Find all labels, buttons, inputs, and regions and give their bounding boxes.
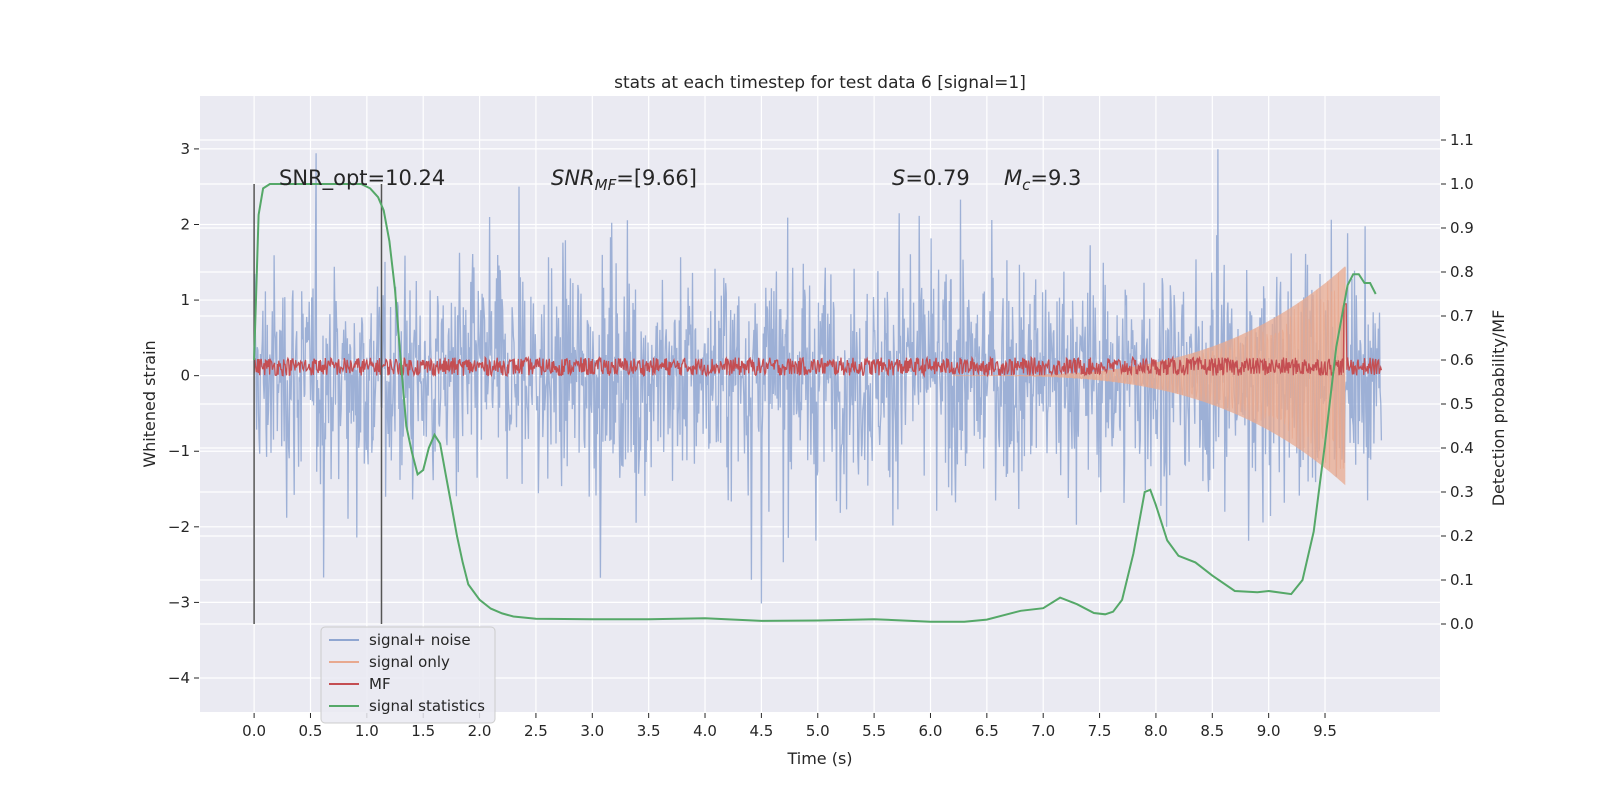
y-left-tick-label: −3 [168,593,190,611]
annotation-snr-mf: SNRMF=[9.66] [551,166,697,194]
x-tick-label: 1.0 [355,722,379,740]
y-right-tick-label: 0.1 [1450,571,1474,589]
y-left-tick-label: −1 [168,442,190,460]
annotation-mc-base: M [1004,166,1022,190]
x-tick-label: 8.5 [1200,722,1224,740]
y-axis-right-ticks: 1.1 1.0 0.9 0.8 0.7 0.6 0.5 0.4 0.3 0.2 0.1 0.0 [1441,131,1474,633]
y-axis-left-label: Whitened strain [140,340,159,467]
x-tick-label: 6.0 [919,722,943,740]
x-tick-label: 2.0 [468,722,492,740]
annotation-mc-sub: c [1022,176,1031,194]
annotation-s-base: S [892,166,905,190]
plot-content [253,149,1383,624]
annotation-snr-mf-value: =[9.66] [616,166,697,190]
x-tick-label: 6.5 [975,722,999,740]
x-tick-label: 8.0 [1144,722,1168,740]
x-tick-label: 4.5 [749,722,773,740]
x-tick-label: 3.0 [580,722,604,740]
x-tick-label: 9.0 [1257,722,1281,740]
x-axis-label: Time (s) [786,749,852,768]
x-tick-label: 3.5 [637,722,661,740]
x-tick-label: 1.5 [411,722,435,740]
y-right-tick-label: 1.0 [1450,175,1474,193]
x-tick-label: 0.0 [242,722,266,740]
y-right-tick-label: 0.6 [1450,351,1474,369]
legend-label: signal+ noise [369,631,471,649]
y-left-tick-label: 3 [180,140,190,158]
y-axis-left-ticks: 3 2 1 0 −1 −2 −3 −4 [168,140,199,687]
y-right-tick-label: 0.3 [1450,483,1474,501]
x-axis-ticks: 0.0 0.5 1.0 1.5 2.0 2.5 3.0 3.5 4.0 4.5 5.0 5.5 6.0 6… [242,713,1337,740]
y-right-tick-label: 1.1 [1450,131,1474,149]
x-tick-label: 0.5 [299,722,323,740]
annotation-snr-mf-base: SNR [551,166,595,190]
x-tick-label: 7.5 [1088,722,1112,740]
x-tick-label: 7.0 [1031,722,1055,740]
y-right-tick-label: 0.0 [1450,615,1474,633]
legend-frame [320,626,496,724]
annotation-s: S=0.79 [892,166,970,190]
chart-title: stats at each timestep for test data 6 [… [614,73,1026,93]
annotation-snr-mf-sub: MF [595,176,617,194]
x-tick-label: 9.5 [1313,722,1337,740]
annotation-snr-opt: SNR_opt=10.24 [279,166,445,191]
y-left-tick-label: −4 [168,669,190,687]
y-right-tick-label: 0.4 [1450,439,1474,457]
x-tick-label: 5.0 [806,722,830,740]
y-left-tick-label: 1 [180,291,190,309]
series-signal-only [953,267,1346,476]
y-left-tick-label: −2 [168,518,190,536]
legend-label: signal only [369,653,450,671]
x-tick-label: 4.0 [693,722,717,740]
annotation-s-value: =0.79 [905,166,969,190]
annotation-mc-value: =9.3 [1030,166,1081,190]
annotation-mc: Mc=9.3 [1004,166,1081,194]
y-right-tick-label: 0.9 [1450,219,1474,237]
x-tick-label: 5.5 [862,722,886,740]
y-right-tick-label: 0.5 [1450,395,1474,413]
series-signal-only-envelope [953,266,1346,486]
x-tick-label: 2.5 [524,722,548,740]
legend-label: MF [369,675,391,693]
y-left-tick-label: 0 [180,367,190,385]
series-mf [253,303,1383,379]
y-right-tick-label: 0.2 [1450,527,1474,545]
legend: signal+ noise signal only MF signal statist… [320,626,496,724]
legend-label: signal statistics [369,697,485,715]
marker-lines [253,184,383,624]
y-right-tick-label: 0.7 [1450,307,1474,325]
y-axis-right-label: Detection probability/MF [1489,310,1508,507]
y-right-tick-label: 0.8 [1450,263,1474,281]
series-signal-statistics [253,183,1377,623]
y-left-tick-label: 2 [180,215,190,233]
